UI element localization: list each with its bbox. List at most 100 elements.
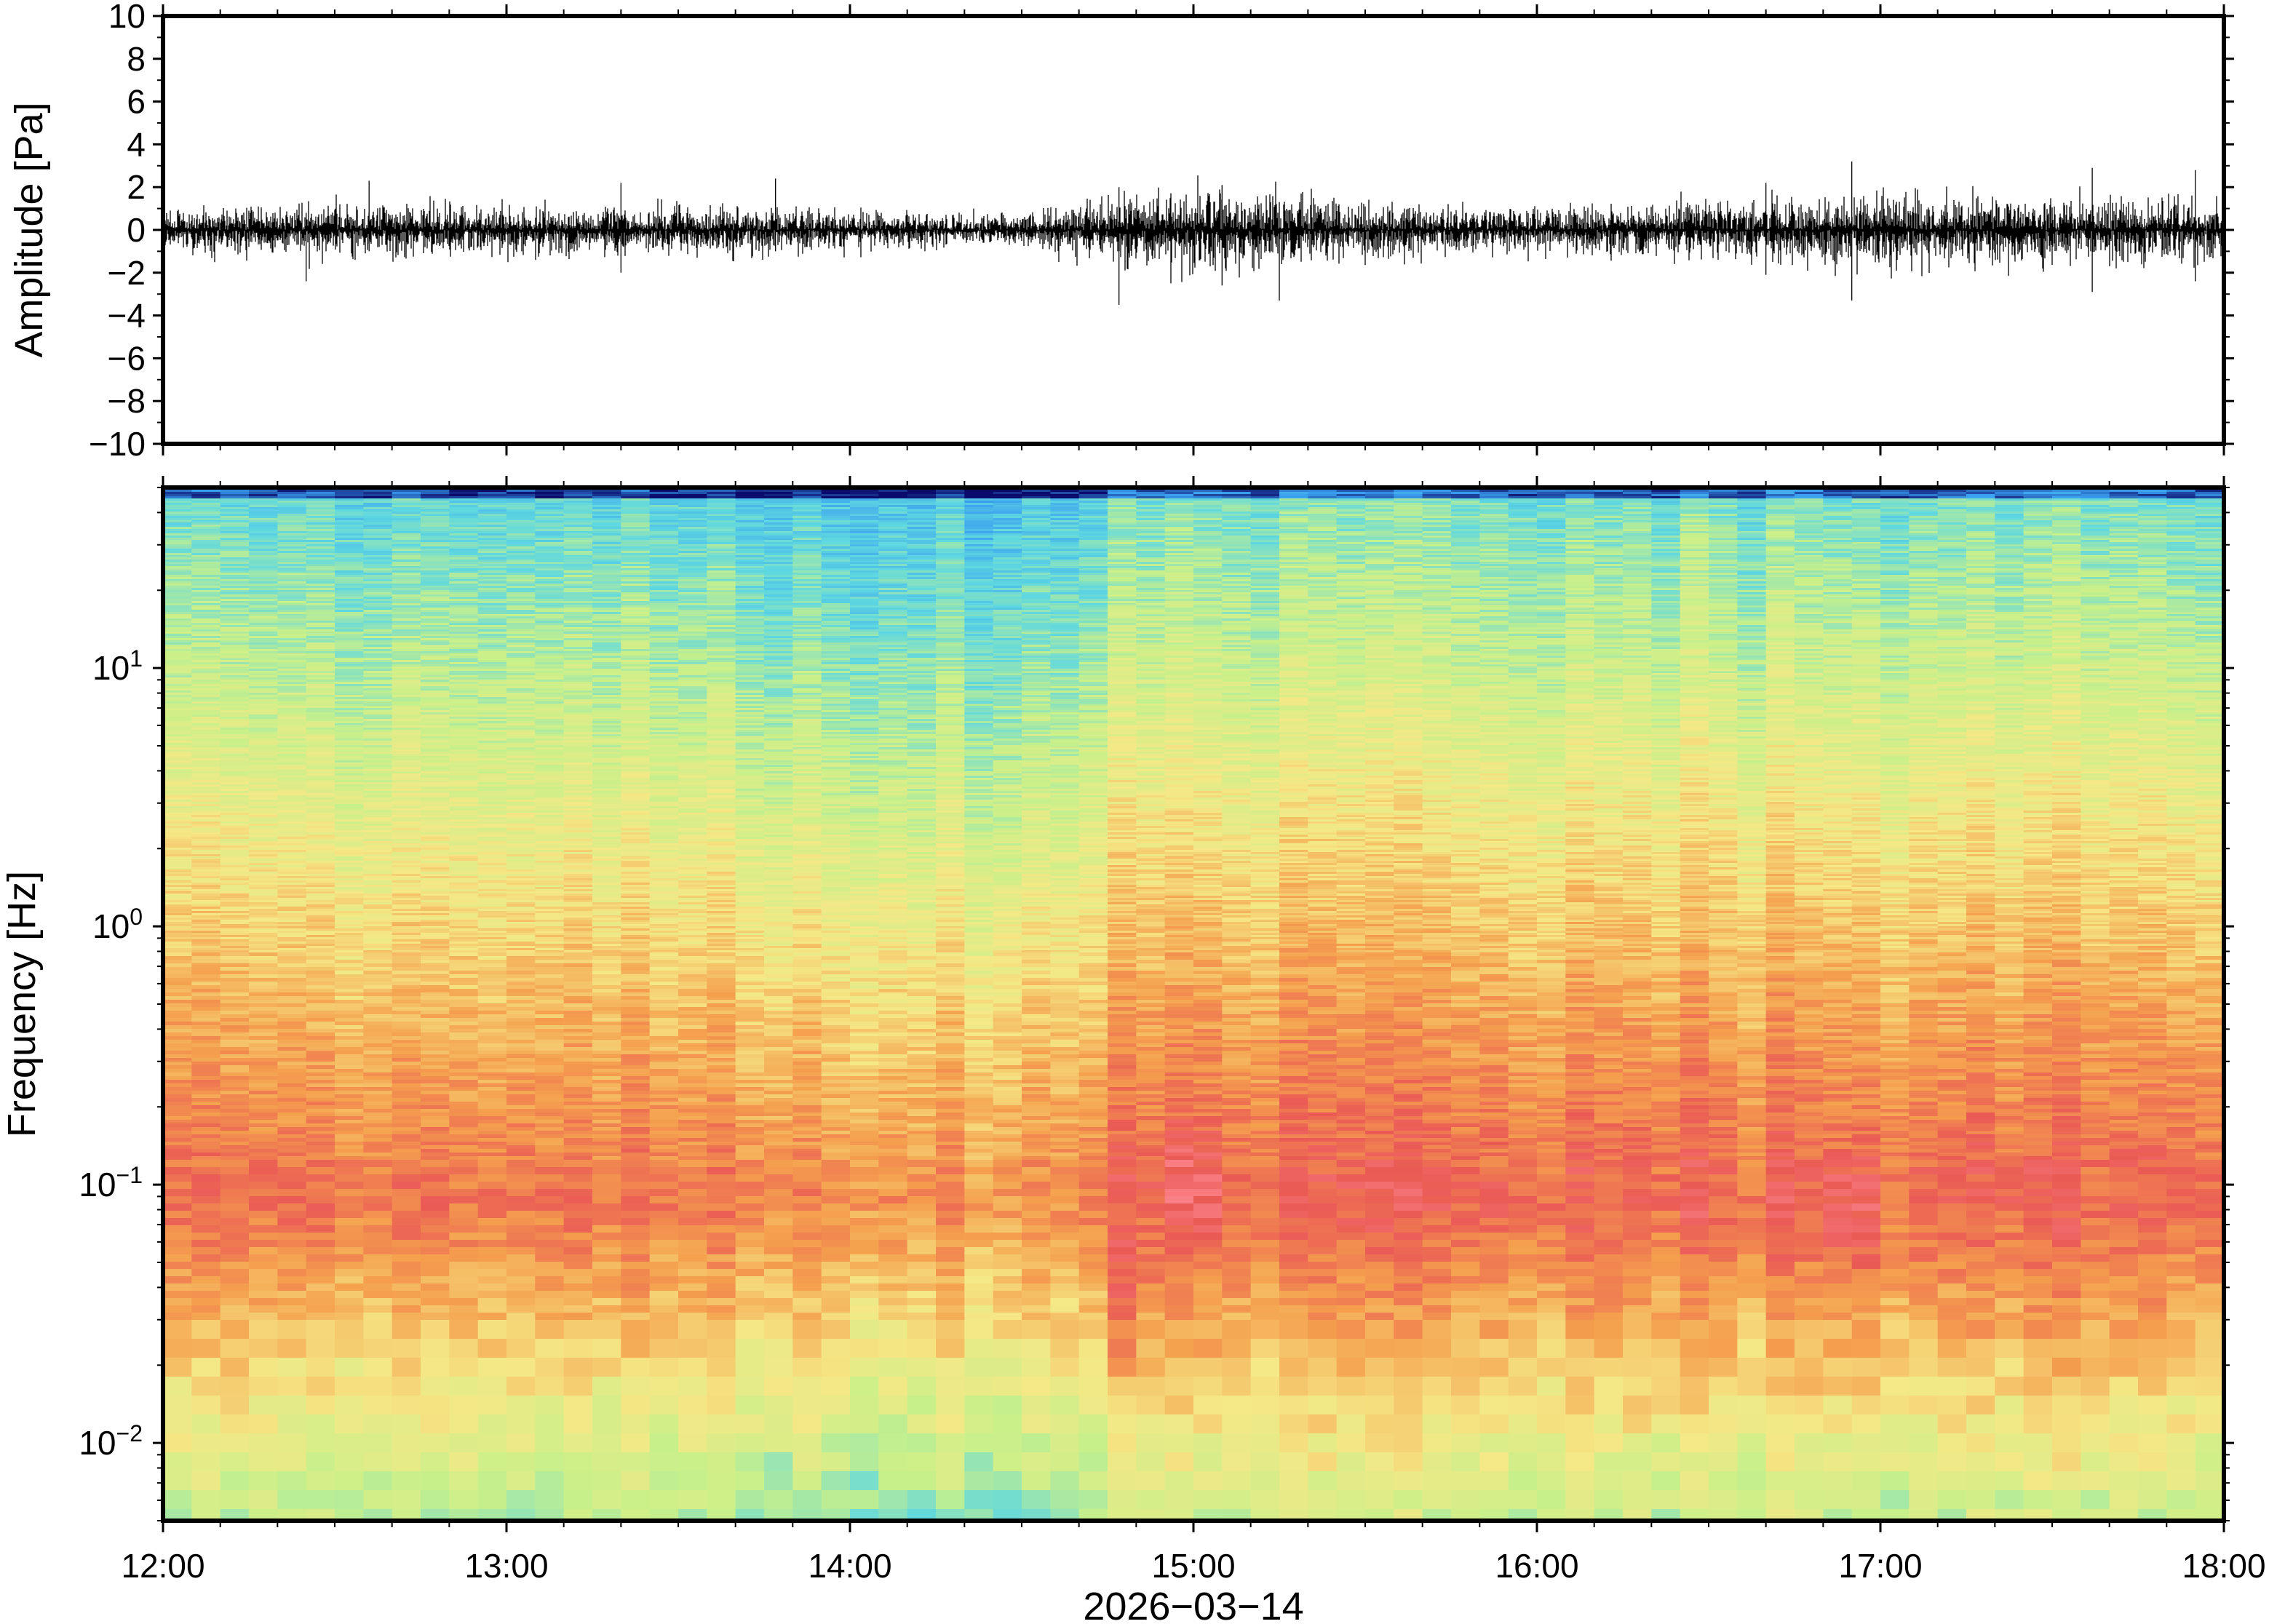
spectrogram-cell xyxy=(191,1123,221,1128)
spectrogram-cell xyxy=(220,1076,250,1080)
spectrogram-cell xyxy=(335,1247,364,1255)
spectrogram-cell xyxy=(220,1123,250,1128)
spectrogram-cell xyxy=(191,708,221,711)
spectrogram-cell xyxy=(363,1014,393,1019)
spectrogram-cell xyxy=(277,952,307,957)
spectrogram-cell xyxy=(220,656,250,658)
spectrogram-cell xyxy=(277,723,307,726)
spectrogram-cell xyxy=(506,1291,536,1299)
spectrogram-cell xyxy=(220,570,250,573)
spectrogram-cell xyxy=(335,832,364,835)
spectrogram-cell xyxy=(163,795,192,798)
spectrogram-cell xyxy=(392,1029,421,1033)
spectrogram-cell xyxy=(363,566,393,569)
spectrogram-cell xyxy=(363,682,393,685)
spectrogram-cell xyxy=(392,1240,421,1248)
spectrogram-cell xyxy=(249,1069,278,1073)
spectrogram-cell xyxy=(249,555,278,558)
spectrogram-cell xyxy=(163,1153,192,1157)
spectrogram-cell xyxy=(163,893,192,896)
spectrogram-cell xyxy=(220,939,250,942)
spectrogram-cell xyxy=(306,922,335,925)
spectrogram-cell xyxy=(220,952,250,957)
spectrogram-cell xyxy=(363,614,393,617)
spectrogram-cell xyxy=(249,745,278,748)
spectrogram-cell xyxy=(249,800,278,803)
spectrogram-cell xyxy=(421,1254,450,1262)
spectrogram-cell xyxy=(335,824,364,827)
spectrogram-cell xyxy=(363,492,393,495)
spectrogram-cell xyxy=(335,629,364,632)
spectrogram-cell xyxy=(191,584,221,586)
spectrogram-cell xyxy=(306,848,335,851)
spectrogram-cell xyxy=(449,1116,479,1121)
spectrogram-cell xyxy=(163,935,192,938)
spectrogram-cell xyxy=(220,832,250,835)
spectrogram-cell xyxy=(163,992,192,997)
spectrogram-cell xyxy=(191,649,221,652)
spectrogram-cell xyxy=(220,1014,250,1019)
spectrogram-cell xyxy=(277,717,307,720)
spectrogram-cell xyxy=(449,1145,479,1150)
spectrogram-cell xyxy=(277,887,307,890)
spectrogram-cell xyxy=(363,529,393,532)
spectrogram-cell xyxy=(163,1032,192,1037)
spectrogram-cell xyxy=(191,848,221,851)
spectrogram-cell xyxy=(306,507,335,510)
spectrogram-cell xyxy=(306,1509,335,1521)
spectrogram-cell xyxy=(306,660,335,663)
spectrogram-cell xyxy=(535,1080,565,1084)
spectrogram-cell xyxy=(335,1313,364,1321)
spectrogram-cell xyxy=(535,1145,565,1150)
spectrogram-cell xyxy=(163,878,192,881)
spectrogram-cell xyxy=(249,636,278,639)
spectrogram-cell xyxy=(535,1116,565,1121)
spectrogram-cell xyxy=(335,872,364,875)
spectrogram-cell xyxy=(163,782,192,785)
spectrogram-cell xyxy=(335,586,364,589)
spectrogram-cell xyxy=(506,1014,536,1019)
spectrogram-cell xyxy=(220,645,250,648)
spectrogram-cell xyxy=(335,712,364,715)
spectrogram-cell xyxy=(191,736,221,739)
spectrogram-cell xyxy=(191,594,221,597)
spectrogram-cell xyxy=(220,1262,250,1270)
spectrogram-cell xyxy=(335,555,364,558)
spectrogram-cell xyxy=(249,793,278,796)
spectrogram-cell xyxy=(191,725,221,728)
spectrogram-cell xyxy=(277,546,307,549)
spectrogram-cell xyxy=(249,592,278,595)
spectrogram-cell xyxy=(306,514,335,517)
spectrogram-cell xyxy=(277,551,307,554)
spectrogram-cell xyxy=(249,931,278,934)
spectrogram-cell xyxy=(191,629,221,632)
spectrogram-cell xyxy=(363,963,393,968)
spectrogram-cell xyxy=(220,935,250,938)
spectrogram-cell xyxy=(249,533,278,536)
spectrogram-cell xyxy=(363,1007,393,1011)
spectrogram-cell xyxy=(306,813,335,816)
spectrogram-cell xyxy=(191,1225,221,1233)
spectrogram-cell xyxy=(220,1254,250,1262)
spectrogram-cell xyxy=(191,542,221,545)
spectrogram-cell xyxy=(363,1032,393,1037)
spectrogram-cell xyxy=(277,575,307,578)
spectrogram-cell xyxy=(277,708,307,711)
spectrogram-cell xyxy=(249,817,278,820)
spectrogram-cell xyxy=(191,1091,221,1095)
spectrogram-cell xyxy=(335,610,364,613)
spectrogram-cell xyxy=(277,690,307,693)
spectrogram-cell xyxy=(277,773,307,776)
waveform-y-tick-label: −8 xyxy=(108,382,146,420)
spectrogram-cell xyxy=(306,963,335,968)
spectrogram-cell xyxy=(421,1087,450,1091)
spectrogram-cell xyxy=(191,575,221,578)
spectrogram-cell xyxy=(592,1358,621,1377)
spectrogram-cell xyxy=(335,636,364,639)
spectrogram-cell xyxy=(277,874,307,877)
spectrogram-cell xyxy=(449,974,479,979)
spectrogram-cell xyxy=(306,610,335,613)
spectrogram-cell xyxy=(335,867,364,870)
spectrogram-cell xyxy=(335,1320,364,1340)
spectrogram-cell xyxy=(220,730,250,733)
